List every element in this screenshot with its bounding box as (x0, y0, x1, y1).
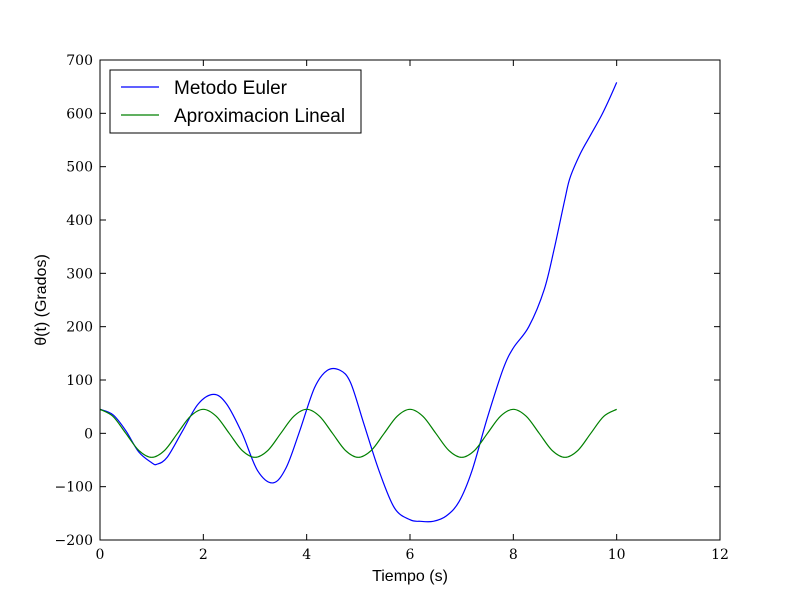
ticks-layer: 0 2 4 6 8 10 12 −200 −100 0 100 200 300 400 500 600 700 (55, 53, 729, 563)
series-layer (99, 82, 618, 523)
x-tick-label: 0 (96, 547, 105, 563)
y-tick-label: 0 (84, 426, 93, 442)
y-tick-label: 600 (66, 106, 93, 122)
x-tick-label: 2 (199, 547, 208, 563)
y-tick-label: 200 (66, 320, 93, 336)
legend-label-metodo-euler: Metodo Euler (174, 78, 288, 99)
series-line-aproximacion-lineal (99, 408, 617, 458)
x-tick-label: 8 (509, 547, 518, 563)
y-tick-label: 700 (66, 53, 93, 69)
x-tick-label: 12 (711, 547, 729, 563)
x-tick-label: 4 (302, 547, 311, 563)
y-tick-label: 500 (66, 160, 93, 176)
plot-area (100, 60, 720, 540)
y-axis-label: θ(t) (Grados) (33, 254, 50, 346)
y-tick-label: 300 (66, 266, 93, 282)
x-tick-label: 10 (608, 547, 626, 563)
y-tick-label: −200 (55, 533, 93, 549)
y-tick-label: −100 (55, 480, 93, 496)
series-line-metodo-euler (99, 82, 618, 523)
legend-label-aproximacion-lineal: Aproximacion Lineal (174, 106, 345, 127)
x-tick-label: 6 (406, 547, 415, 563)
y-tick-label: 100 (66, 373, 93, 389)
y-tick-label: 400 (66, 213, 93, 229)
legend-box (109, 69, 362, 134)
legend: Metodo Euler Aproximacion Lineal (109, 69, 362, 134)
x-axis-label: Tiempo (s) (372, 568, 448, 585)
